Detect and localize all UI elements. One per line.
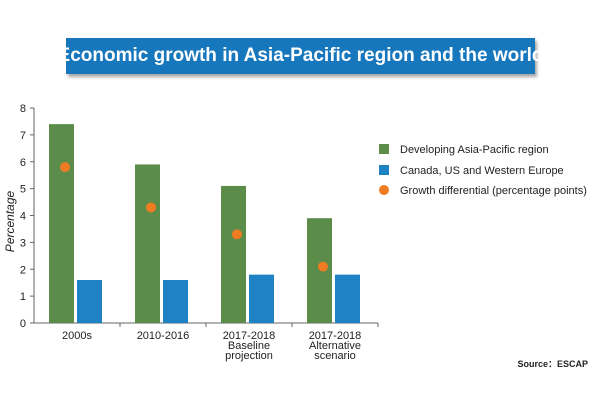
x-tick-label-3-1: Alternative xyxy=(309,340,361,352)
bar-west-1 xyxy=(163,280,188,323)
legend-label-2: Growth differential (percentage points) xyxy=(400,185,587,197)
y-tick-label-7: 7 xyxy=(20,130,26,142)
legend-swatch-0 xyxy=(379,144,389,154)
bar-asia-0 xyxy=(49,124,74,323)
bar-asia-1 xyxy=(135,164,160,323)
x-tick-label-2-2: projection xyxy=(225,350,273,362)
bar-west-2 xyxy=(249,274,274,323)
growth-differential-point-0 xyxy=(60,162,70,173)
bar-west-3 xyxy=(335,274,360,323)
x-tick-label-2-1: Baseline xyxy=(228,340,270,352)
bar-west-0 xyxy=(77,280,102,323)
y-tick-label-6: 6 xyxy=(20,157,26,169)
legend-label-0: Developing Asia-Pacific region xyxy=(400,144,549,156)
legend-label-1: Canada, US and Western Europe xyxy=(400,165,564,177)
bar-asia-2 xyxy=(221,185,246,323)
y-tick-label-8: 8 xyxy=(20,103,26,115)
y-tick-label-5: 5 xyxy=(20,184,26,196)
source-note: Source：ESCAP xyxy=(517,359,588,369)
x-tick-label-2-0: 2017-2018 xyxy=(223,330,276,342)
y-tick-label-3: 3 xyxy=(20,237,26,249)
y-tick-label-4: 4 xyxy=(20,211,26,223)
x-tick-label-3-2: scenario xyxy=(314,350,356,362)
legend-swatch-1 xyxy=(379,165,389,175)
x-tick-label-0-0: 2000s xyxy=(62,330,92,342)
growth-differential-point-2 xyxy=(232,229,242,240)
growth-differential-point-3 xyxy=(318,261,328,272)
y-tick-label-0: 0 xyxy=(20,318,26,330)
bar-asia-3 xyxy=(307,218,332,323)
chart-title: Economic growth in Asia-Pacific region a… xyxy=(58,38,543,74)
y-tick-label-1: 1 xyxy=(20,291,26,303)
x-tick-label-3-0: 2017-2018 xyxy=(309,330,362,342)
y-axis-label: Percentage xyxy=(3,190,17,252)
growth-differential-point-1 xyxy=(146,202,156,213)
legend-swatch-2 xyxy=(379,185,389,195)
x-tick-label-1-0: 2010-2016 xyxy=(137,330,190,342)
y-tick-label-2: 2 xyxy=(20,264,26,276)
